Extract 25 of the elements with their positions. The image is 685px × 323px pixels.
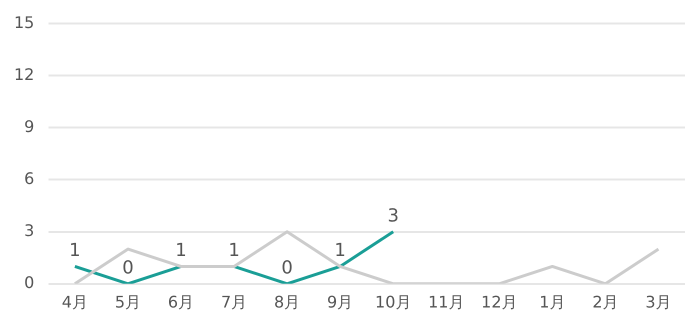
x-tick-label: 10月	[375, 292, 412, 312]
x-tick-label: 6月	[168, 292, 194, 312]
x-tick-label: 7月	[220, 292, 248, 312]
data-label: 1	[175, 240, 187, 262]
data-label: 1	[228, 240, 240, 262]
y-tick-label: 15	[14, 12, 34, 32]
x-tick-label: 4月	[62, 292, 88, 312]
data-label: 0	[122, 257, 134, 278]
data-label: 0	[281, 257, 293, 278]
y-tick-label: 6	[24, 168, 34, 188]
y-tick-label: 9	[24, 116, 34, 136]
y-tick-label: 12	[14, 64, 34, 84]
x-tick-label: 2月	[592, 292, 619, 312]
y-tick-label: 3	[24, 220, 34, 240]
data-label: 3	[387, 205, 399, 226]
data-label: 1	[334, 240, 346, 262]
x-tick-label: 12月	[481, 292, 518, 312]
x-tick-label: 8月	[274, 292, 300, 312]
data-label: 1	[69, 240, 81, 262]
x-tick-label: 9月	[327, 292, 354, 312]
x-tick-label: 11月	[428, 292, 464, 312]
y-tick-label: 0	[24, 272, 34, 292]
x-tick-label: 1月	[539, 292, 566, 312]
x-tick-label: 3月	[645, 292, 672, 312]
x-tick-label: 5月	[114, 292, 142, 312]
